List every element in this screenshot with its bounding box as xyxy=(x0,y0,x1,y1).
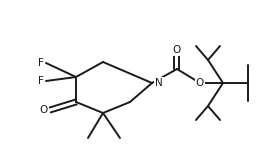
Text: F: F xyxy=(38,58,44,68)
Text: N: N xyxy=(155,78,163,88)
Text: O: O xyxy=(196,78,204,88)
Text: O: O xyxy=(173,45,181,55)
Text: O: O xyxy=(40,105,48,115)
Text: F: F xyxy=(38,76,44,86)
